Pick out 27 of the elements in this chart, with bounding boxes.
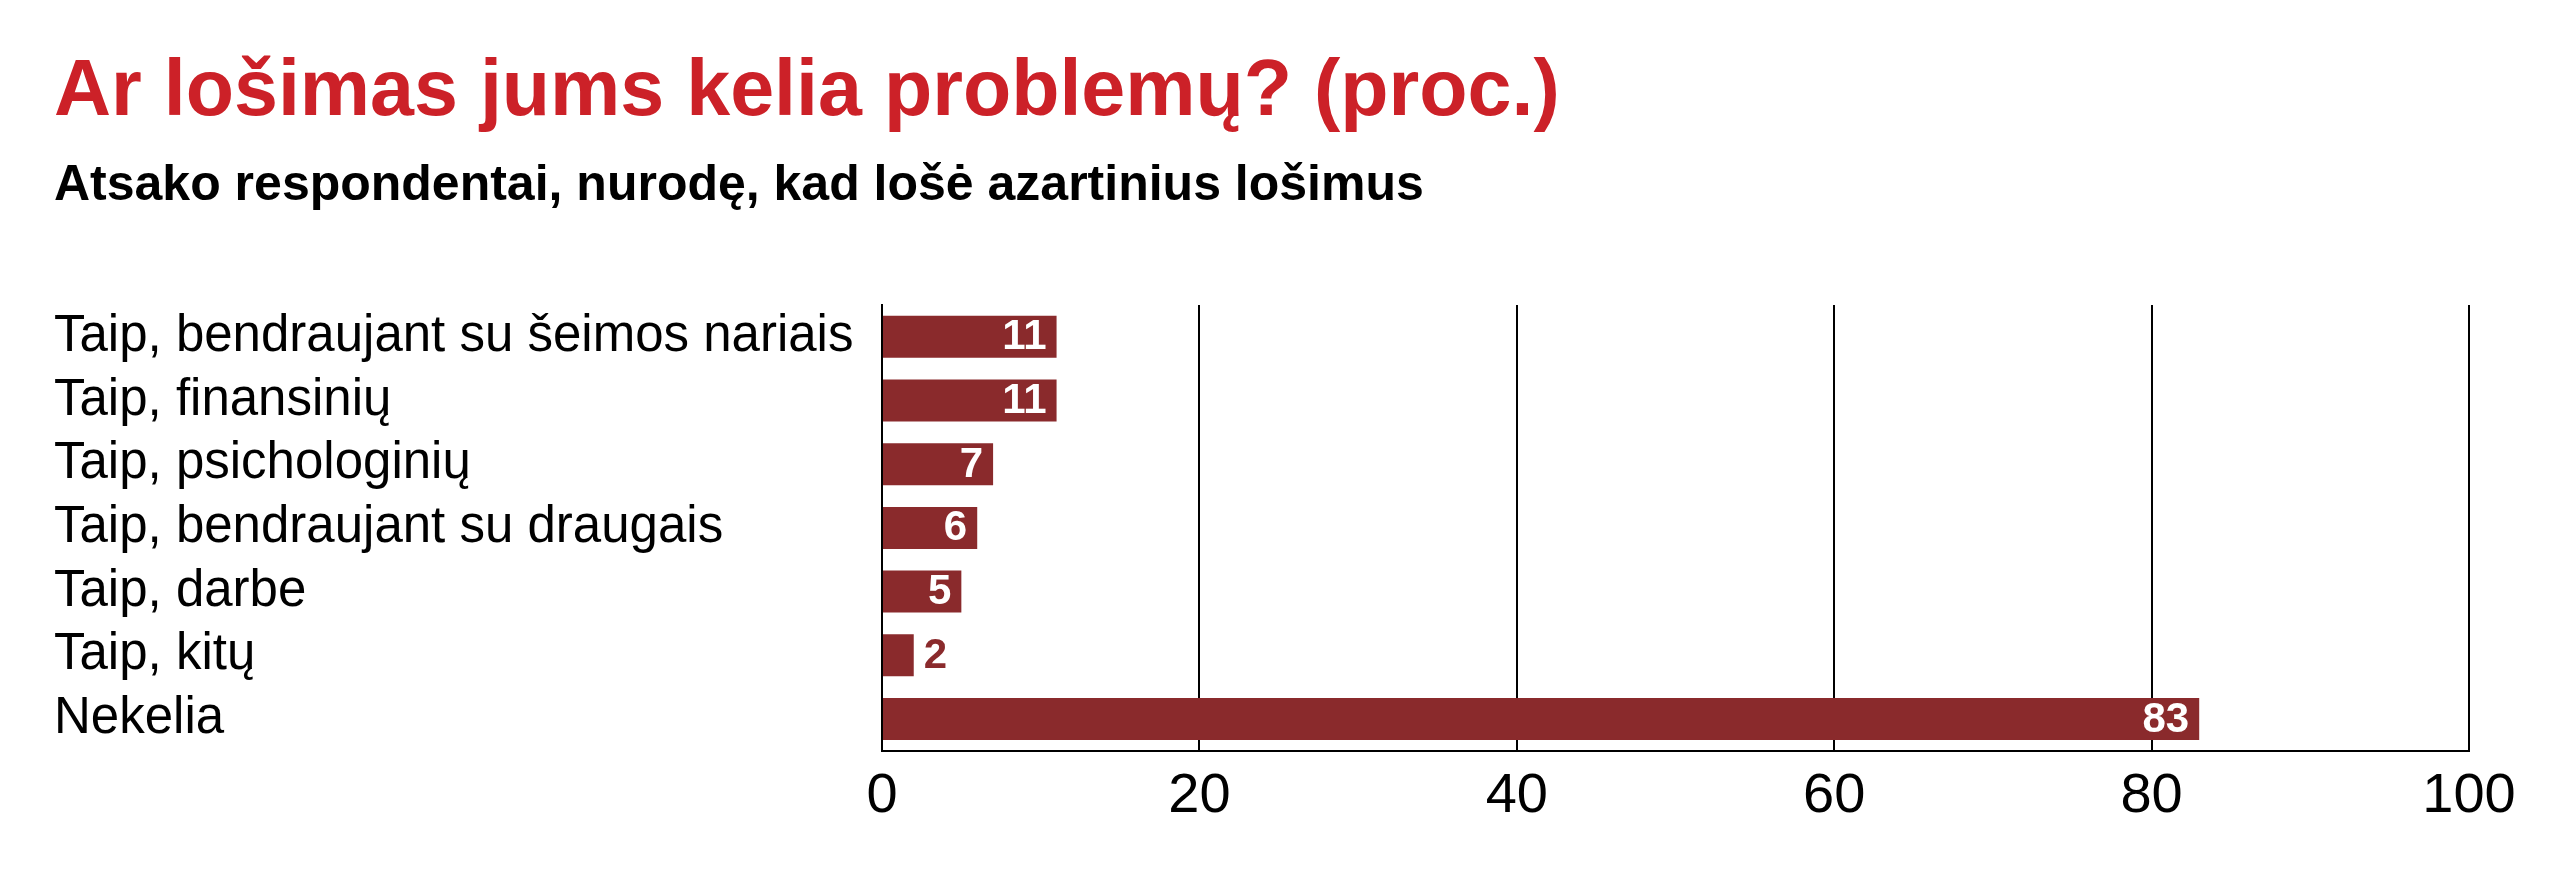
data-label: 83 xyxy=(2142,693,2190,741)
bar xyxy=(883,697,2200,740)
x-tick-label: 0 xyxy=(866,760,898,824)
y-tick-label: Taip, darbe xyxy=(54,559,307,617)
x-tick-label: 20 xyxy=(1168,760,1231,824)
chart-title: Ar lošimas jums kelia problemų? (proc.) xyxy=(54,43,1560,132)
y-tick-label: Nekelia xyxy=(54,687,225,745)
y-tick-label: Taip, finansinių xyxy=(54,368,392,426)
data-label: 7 xyxy=(959,438,984,486)
bar xyxy=(883,379,1057,422)
data-label: 11 xyxy=(1002,311,1047,359)
data-label: 6 xyxy=(943,502,968,550)
chart-subtitle: Atsako respondentai, nurodę, kad lošė azartinius lošimus xyxy=(54,155,1424,211)
y-tick-label: Taip, bendraujant su draugais xyxy=(54,495,724,553)
x-tick-label: 100 xyxy=(2422,760,2516,824)
y-tick-label: Taip, psichologinių xyxy=(54,432,471,490)
x-tick-label: 60 xyxy=(1803,760,1866,824)
y-tick-label: Taip, kitų xyxy=(54,623,256,681)
data-label: 5 xyxy=(927,566,952,614)
bar xyxy=(883,634,914,677)
data-label: 2 xyxy=(923,629,948,677)
data-label: 11 xyxy=(1002,375,1047,423)
bar xyxy=(883,315,1057,358)
bar xyxy=(883,443,994,486)
x-tick-label: 80 xyxy=(2120,760,2183,824)
x-tick-label: 40 xyxy=(1485,760,1548,824)
y-tick-label: Taip, bendraujant su šeimos nariais xyxy=(54,304,854,362)
